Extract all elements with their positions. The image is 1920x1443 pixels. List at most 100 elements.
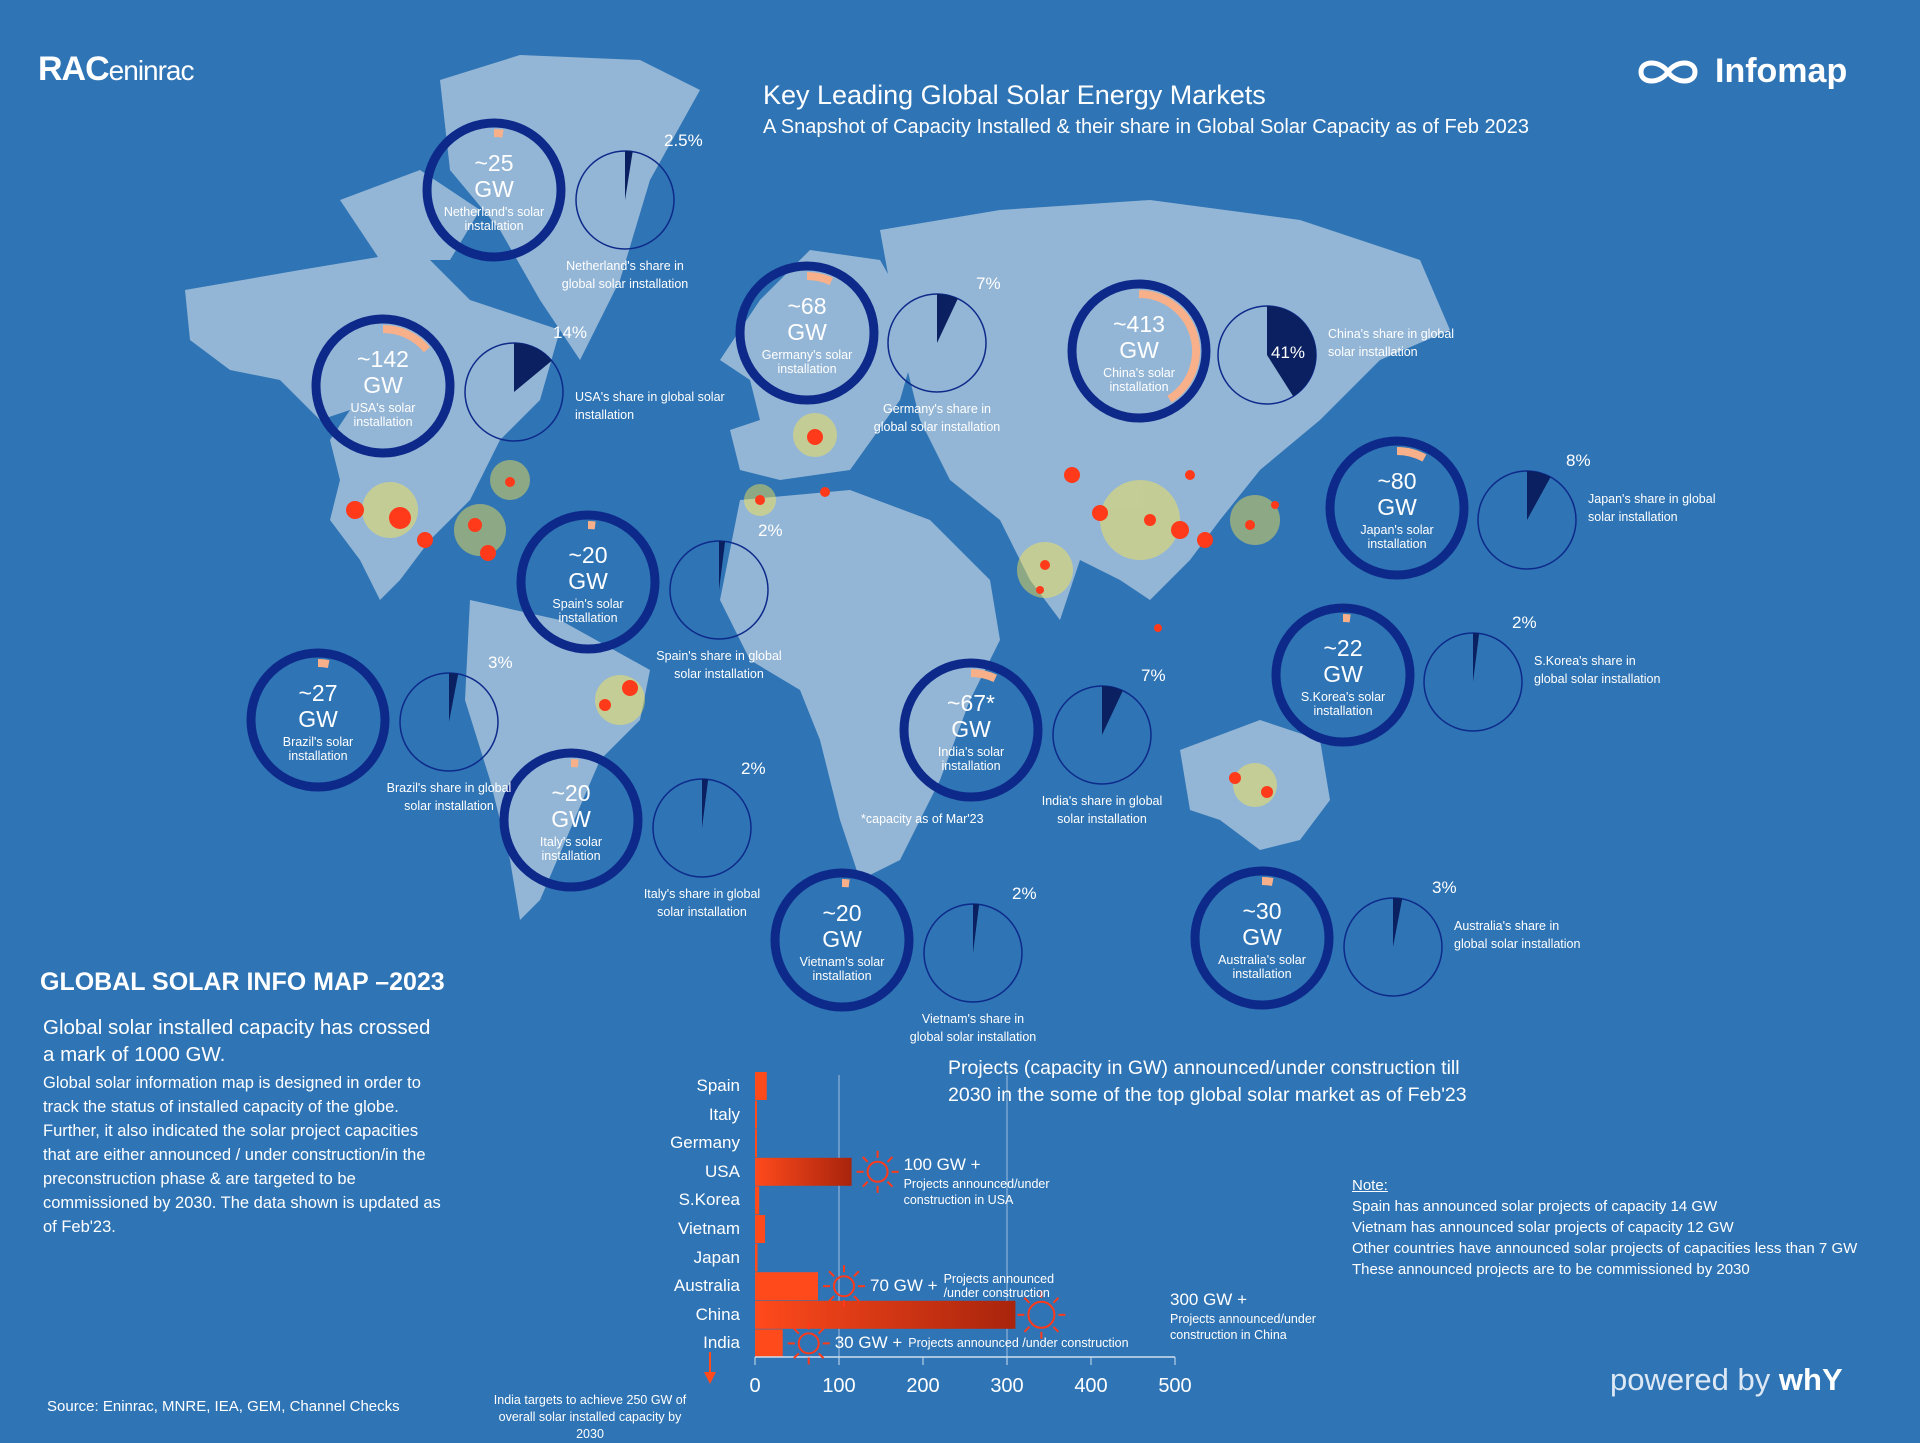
capacity-unit: GW <box>787 927 897 953</box>
share-slice <box>1393 898 1402 947</box>
capacity-caption: India's solar installation <box>916 745 1026 774</box>
share-caption: Germany's share in global solar installa… <box>872 400 1002 436</box>
annotation-text: Projects announced/under construction in… <box>1170 1311 1340 1344</box>
share-caption: Australia's share in global solar instal… <box>1454 917 1584 953</box>
share-slice <box>973 904 979 953</box>
category-label: India <box>620 1333 740 1353</box>
capacity-caption: Vietnam's solar installation <box>787 955 897 984</box>
capacity-unit: GW <box>263 707 373 733</box>
bar-italy <box>755 1101 757 1129</box>
category-label: Australia <box>620 1276 740 1296</box>
category-label: Italy <box>620 1105 740 1125</box>
annotation: 300 GW +Projects announced/under constru… <box>1170 1289 1340 1344</box>
capacity-value: ~20 <box>533 542 643 568</box>
capacity-unit: GW <box>916 717 1026 743</box>
share-caption: India's share in global solar installati… <box>1037 792 1167 828</box>
capacity-footnote: *capacity as of Mar'23 <box>861 810 1001 828</box>
x-tick-label: 400 <box>1074 1375 1107 1398</box>
capacity-value: ~413 <box>1084 311 1194 337</box>
share-slice <box>702 779 708 828</box>
annotation: 30 GW + Projects announced /under constru… <box>835 1333 1129 1353</box>
capacity-value: ~67* <box>916 690 1026 716</box>
share-percent: 14% <box>553 323 587 343</box>
share-caption: Spain's share in global solar installati… <box>654 647 784 683</box>
annotation-text: Projects announced /under construction <box>944 1272 1064 1300</box>
capacity-value: ~27 <box>263 680 373 706</box>
chart-title: Projects (capacity in GW) announced/unde… <box>948 1055 1488 1110</box>
sun-icon <box>788 1322 830 1364</box>
capacity-arc <box>494 133 503 134</box>
capacity-arc <box>1397 451 1424 458</box>
share-slice <box>1473 633 1479 682</box>
category-label: S.Korea <box>620 1190 740 1210</box>
bar-germany <box>755 1129 757 1157</box>
capacity-arc <box>1262 881 1273 882</box>
share-slice <box>449 673 458 722</box>
annotation: 100 GW +Projects announced/under constru… <box>904 1154 1074 1209</box>
category-label: Japan <box>620 1248 740 1268</box>
share-percent: 2% <box>1512 613 1537 633</box>
share-percent: 7% <box>1141 666 1166 686</box>
eninrac-logo: RACeninrac <box>38 50 194 89</box>
source-text: Source: Eninrac, MNRE, IEA, GEM, Channel… <box>47 1398 400 1415</box>
info-body: Global solar information map is designed… <box>43 1072 443 1239</box>
share-caption: S.Korea's share in global solar installa… <box>1534 652 1664 688</box>
note-line: These announced projects are to be commi… <box>1352 1259 1857 1280</box>
notes-title: Note: <box>1352 1175 1857 1196</box>
page-title: Key Leading Global Solar Energy Markets <box>763 80 1266 111</box>
note-line: Vietnam has announced solar projects of … <box>1352 1217 1857 1238</box>
page-subtitle: A Snapshot of Capacity Installed & their… <box>763 116 1529 139</box>
capacity-value: ~68 <box>752 293 862 319</box>
capacity-value: ~142 <box>328 346 438 372</box>
share-caption: China's share in global solar installati… <box>1328 325 1458 361</box>
info-heading: GLOBAL SOLAR INFO MAP –2023 <box>40 968 445 997</box>
annotation-value: 30 GW + <box>835 1333 903 1353</box>
share-percent: 2% <box>1012 884 1037 904</box>
share-percent: 3% <box>488 653 513 673</box>
india-target-note: India targets to achieve 250 GW of overa… <box>490 1392 690 1443</box>
category-label: China <box>620 1305 740 1325</box>
capacity-caption: Japan's solar installation <box>1342 523 1452 552</box>
annotation-text: Projects announced /under construction <box>908 1336 1128 1350</box>
share-caption: Japan's share in global solar installati… <box>1588 490 1718 526</box>
infomap-logo: Infomap <box>1635 52 1847 91</box>
infinity-icon <box>1635 56 1701 88</box>
capacity-unit: GW <box>1288 662 1398 688</box>
category-label: Spain <box>620 1076 740 1096</box>
capacity-value: ~20 <box>787 900 897 926</box>
share-percent: 7% <box>976 274 1001 294</box>
capacity-unit: GW <box>1084 338 1194 364</box>
share-percent: 41% <box>1271 343 1305 363</box>
capacity-caption: Italy's solar installation <box>516 835 626 864</box>
x-tick-label: 300 <box>990 1375 1023 1398</box>
share-caption: Italy's share in global solar installati… <box>637 885 767 921</box>
bar-usa <box>755 1158 852 1186</box>
south-america <box>465 600 650 920</box>
x-tick-label: 500 <box>1158 1375 1191 1398</box>
sun-icon <box>823 1265 865 1307</box>
bar-vietnam <box>755 1215 765 1243</box>
capacity-caption: Spain's solar installation <box>533 597 643 626</box>
annotation-value: 70 GW + <box>870 1276 938 1296</box>
share-percent: 2% <box>758 521 783 541</box>
bar-india <box>755 1329 783 1357</box>
capacity-arc <box>318 663 329 664</box>
bar-japan <box>755 1244 758 1272</box>
annotation-text: Projects announced/under construction in… <box>904 1176 1074 1209</box>
capacity-unit: GW <box>752 320 862 346</box>
sun-icon <box>857 1151 899 1193</box>
powered-by: powered by whY <box>1610 1362 1843 1398</box>
share-caption: Vietnam's share in global solar installa… <box>908 1010 1038 1046</box>
share-caption: Netherland's share in global solar insta… <box>560 257 690 293</box>
arrow-head-icon <box>704 1372 716 1384</box>
capacity-unit: GW <box>1207 925 1317 951</box>
